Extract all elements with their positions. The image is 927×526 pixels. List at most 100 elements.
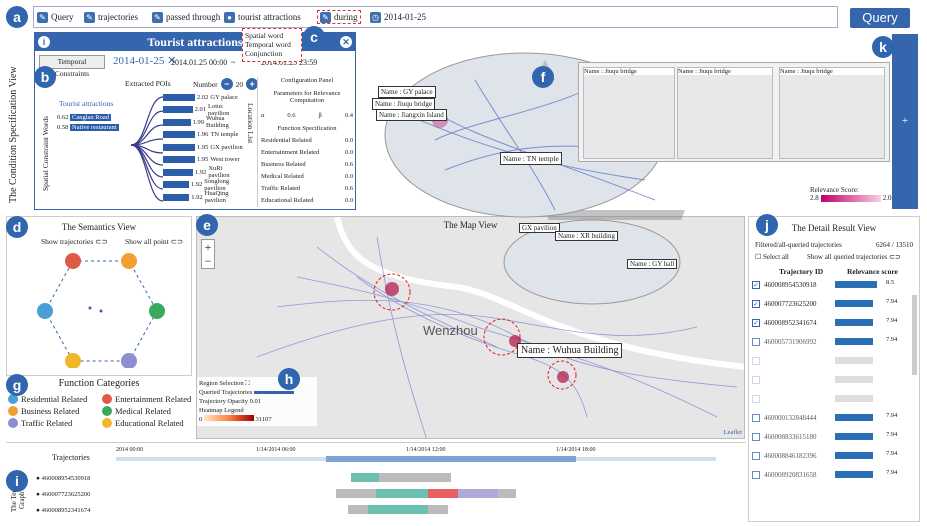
region-selection[interactable]: Region Selection ⛶	[199, 380, 250, 387]
expand-plus-button[interactable]: +	[892, 34, 918, 209]
thumbnail-strip: Name : Jiuqu bridge Name : Jiuqu bridge …	[578, 62, 890, 162]
thumbnail-2[interactable]: Name : Jiuqu bridge	[677, 67, 773, 159]
close-icon[interactable]: ✕	[340, 36, 352, 48]
chip-during[interactable]: ✎ during	[317, 10, 361, 24]
tree-links	[131, 96, 163, 202]
select-all-checkbox[interactable]: ☐ Select all	[755, 253, 789, 261]
label-a: a	[6, 6, 28, 28]
result-row[interactable]	[752, 373, 910, 387]
thumbnail-1[interactable]: Name : Jiuqu bridge	[583, 67, 675, 159]
map-view[interactable]: The Map View + − Wenzhou Name : Wuhua Bui…	[196, 216, 745, 439]
function-slider[interactable]: Medical Related 0.0	[261, 173, 353, 180]
poi-item[interactable]: 2.02 GY palace	[163, 91, 243, 103]
row-checkbox	[752, 395, 760, 403]
poi-item[interactable]: 1.96 TN temple	[163, 129, 243, 141]
semantics-hexagon	[37, 253, 165, 368]
queried-trajectories: Queried Trajectories	[199, 388, 315, 397]
row-checkbox	[752, 376, 760, 384]
end-time: 2014.01.25 23:59	[261, 58, 318, 67]
row-checkbox	[752, 414, 760, 422]
chip-tourist-attractions[interactable]: ● tourist attractions	[224, 10, 301, 24]
clock-icon: ◷	[370, 11, 381, 23]
query-bar[interactable]: ✎ Query ✎ trajectories ✎ passed through ● to…	[33, 6, 838, 28]
poi-item[interactable]: 1.95 GX pavilion	[163, 141, 243, 153]
function-slider[interactable]: Residential Related 0.0	[261, 137, 353, 144]
time-range-brush[interactable]	[326, 456, 576, 462]
temporal-row-label[interactable]: ● 460008954530918	[36, 475, 91, 482]
row-checkbox	[752, 452, 760, 460]
date-value[interactable]: 2014-01-25 ✕	[113, 55, 177, 67]
stay-bar[interactable]	[336, 489, 516, 498]
temporal-row-label[interactable]: ● 460007723625200	[36, 491, 91, 498]
chip-passed-through[interactable]: ✎ passed through	[152, 10, 220, 24]
configuration-panel: Configuration Panel Parameters for Relev…	[257, 77, 353, 207]
score-value: 7.94	[886, 336, 898, 343]
score-bar	[835, 300, 873, 307]
function-slider[interactable]: Business Related 0.6	[261, 161, 353, 168]
result-row[interactable]: ✓ 460008952341674	[752, 319, 817, 327]
dropdown-item-conjunction[interactable]: Conjunction	[245, 49, 283, 58]
tree-item[interactable]: 0.62 Canglan Road	[57, 114, 112, 121]
poi-item[interactable]: 1.95 West tower	[163, 154, 243, 166]
result-row[interactable]: 460008833615180	[752, 430, 910, 444]
poi-item[interactable]: 1.99 Wuhua Building	[163, 115, 243, 129]
poi-item[interactable]: 2.01 Lotus pavilion	[163, 103, 243, 117]
dropdown-item-spatial[interactable]: Spatial word	[245, 31, 284, 40]
zoom-control[interactable]: + −	[201, 239, 215, 269]
info-icon[interactable]: i	[38, 36, 50, 48]
temporal-row-label[interactable]: ● 460008952341674	[36, 507, 91, 514]
region-select-icon[interactable]: ⛶	[245, 380, 250, 387]
opacity-slider[interactable]: Trajectory Opacity 0.01	[199, 398, 262, 405]
poi-item[interactable]: 1.92 HuaQing pavilion	[163, 190, 243, 204]
result-row[interactable]	[752, 392, 910, 406]
poi-item[interactable]: 1.92 XuRi pavilion	[163, 165, 243, 179]
result-row[interactable]: 460008846182396	[752, 449, 910, 463]
poi-list: 2.02 GY palace 2.01 Lotus pavilion 1.99 Wuhua…	[163, 91, 243, 206]
result-row[interactable]: 460000132848444	[752, 411, 910, 425]
show-trajectories-toggle[interactable]: Show trajectories ⊂⊃	[41, 237, 108, 246]
result-row[interactable]: 460005731906992	[752, 335, 910, 349]
result-row[interactable]: ✓ 460007723625200	[752, 300, 817, 308]
chip-date[interactable]: ◷ 2014-01-25	[370, 11, 426, 23]
tree-root[interactable]: Tourist attractions	[59, 99, 114, 108]
clear-date-icon[interactable]: ✕	[167, 55, 177, 67]
zoom-out-button[interactable]: −	[204, 254, 212, 268]
number-control[interactable]: Number − 20 +	[193, 78, 259, 90]
tab-temporal-constraints[interactable]: Temporal Constraints	[39, 55, 105, 78]
category-icon	[8, 406, 18, 416]
alpha-beta-slider[interactable]: α 0.6 β 0.4	[261, 112, 353, 119]
result-row[interactable]	[752, 354, 910, 368]
word-type-dropdown[interactable]: Spatial word Temporal word Conjunction	[242, 28, 302, 62]
dropdown-item-temporal[interactable]: Temporal word	[245, 40, 291, 49]
category-item: Entertainment Related	[102, 394, 191, 404]
stay-bar[interactable]	[351, 473, 451, 482]
time-separator: ~	[231, 58, 236, 67]
score-bar	[835, 452, 873, 459]
show-all-queried-toggle[interactable]: Show all queried trajectories ⊂⊃	[807, 253, 901, 261]
scrollbar[interactable]	[912, 295, 917, 375]
function-slider[interactable]: Traffic Related 0.6	[261, 185, 353, 192]
function-slider[interactable]: Educational Related 0.0	[261, 197, 353, 204]
stay-bar[interactable]	[348, 505, 448, 514]
category-icon	[102, 406, 112, 416]
chip-trajectories[interactable]: ✎ trajectories	[84, 10, 138, 24]
poi-item[interactable]: 1.92 Songlong pavilion	[163, 178, 243, 192]
result-row[interactable]: 460008920831658	[752, 468, 910, 482]
show-all-point-toggle[interactable]: Show all point ⊂⊃	[125, 237, 184, 246]
leaflet-attribution[interactable]: Leaflet	[723, 429, 742, 436]
plus-icon[interactable]: +	[246, 78, 259, 90]
function-slider[interactable]: Entertainment Related 0.0	[261, 149, 353, 156]
minus-icon[interactable]: −	[220, 78, 233, 90]
query-button[interactable]: Query	[850, 8, 910, 28]
thumbnail-3[interactable]: Name : Jiuqu bridge	[779, 67, 885, 159]
constraint-words-title: Spatial Constraint Words	[41, 115, 50, 191]
chip-query[interactable]: ✎ Query	[37, 10, 74, 24]
col-trajectory-id: Trajectory ID	[779, 267, 824, 276]
category-item: Educational Related	[102, 418, 184, 428]
zoom-in-button[interactable]: +	[204, 240, 212, 254]
score-bar	[835, 376, 873, 383]
temporal-graph-view: The Temporal Graph View Trajectories 201…	[6, 442, 746, 522]
row-checkbox	[752, 338, 760, 346]
result-row[interactable]: ✓ 460008954530918	[752, 281, 817, 289]
tree-item[interactable]: 0.58 Native restaurant	[57, 124, 119, 131]
